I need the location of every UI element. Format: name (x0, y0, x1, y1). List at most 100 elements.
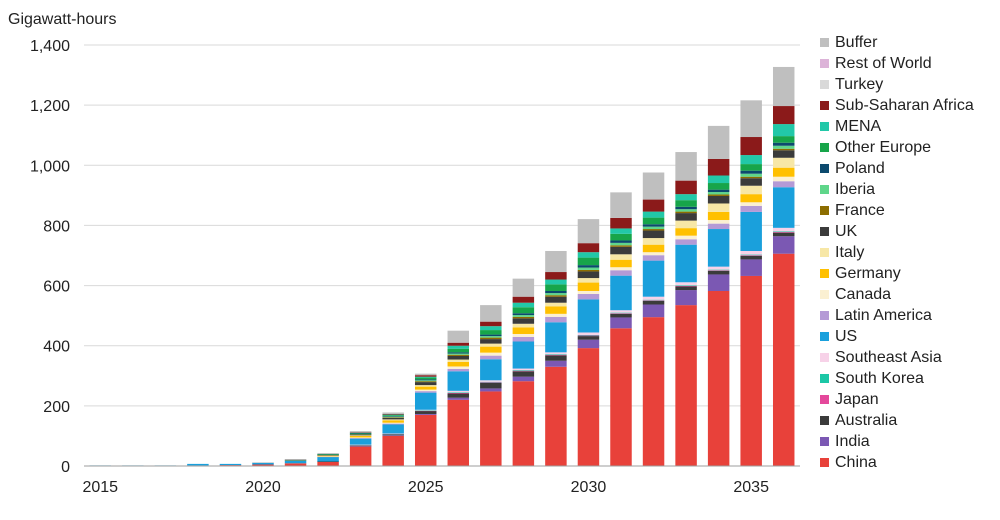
legend-swatch (820, 248, 829, 257)
bar-segment-other-europe (512, 307, 535, 314)
legend-swatch (820, 290, 829, 299)
bar-segment-iberia (740, 173, 762, 177)
y-axis-label: Gigawatt-hours (8, 11, 117, 28)
bar-segment-china (577, 348, 600, 466)
bar-segment-southeast-asia (675, 282, 697, 286)
bar-segment-india (545, 360, 567, 367)
bar-segment-south-korea (675, 285, 697, 286)
bar-segment-italy (447, 359, 470, 362)
legend-item: China (820, 452, 998, 473)
bar-segment-france (382, 417, 404, 418)
legend-label: Buffer (835, 33, 878, 51)
bar-segment-other-europe (480, 330, 502, 335)
bar-segment-canada (675, 235, 697, 240)
bar-segment-south-korea (512, 370, 535, 371)
bar-segment-germany (480, 346, 502, 353)
bar-segment-uk (414, 382, 437, 386)
bar-segment-other-europe (610, 233, 632, 241)
bar-segment-iberia (610, 242, 632, 246)
legend-item: Southeast Asia (820, 347, 998, 368)
bar-segment-mena (349, 432, 372, 434)
legend-item: Latin America (820, 305, 998, 326)
bar-segment-buffer (512, 278, 535, 297)
bar-segment-south-korea (740, 254, 762, 256)
bar-segment-france (349, 434, 372, 435)
bar-segment-china (447, 399, 470, 466)
bar-segment-germany (447, 361, 470, 367)
legend-label: US (835, 327, 858, 345)
bar-segment-china (414, 414, 437, 466)
bar-segment-sub-saharan-africa (545, 272, 567, 280)
legend-swatch (820, 101, 829, 110)
bar-segment-other-europe (545, 284, 567, 291)
bar-segment-germany (317, 455, 339, 457)
legend-swatch (820, 269, 829, 278)
bar-segment-us (772, 187, 795, 228)
bar-segment-poland (382, 416, 404, 417)
bar-segment-south-korea (610, 312, 632, 314)
bar-segment-japan (707, 270, 730, 271)
bar-segment-uk (545, 296, 567, 303)
bar-segment-poland (349, 433, 372, 435)
bar-segment-buffer (740, 100, 762, 138)
legend-item: India (820, 431, 998, 452)
bar-segment-japan (382, 434, 404, 435)
bar-segment-buffer (772, 66, 795, 107)
legend-swatch (820, 59, 829, 68)
bar-segment-france (317, 454, 339, 456)
bar-segment-us (740, 211, 762, 251)
bar-segment-india (414, 413, 437, 415)
bar-segment-canada (447, 366, 470, 369)
bar-segment-canada (642, 252, 665, 256)
bar-segment-india (772, 236, 795, 254)
bar-segment-canada (577, 290, 600, 294)
bar-segment-poland (545, 290, 567, 294)
legend-label: Japan (835, 390, 879, 408)
bar-segment-italy (772, 157, 795, 168)
legend-label: Latin America (835, 306, 932, 324)
bar-segment-france (772, 148, 795, 151)
bar-segment-germany (284, 459, 307, 461)
bar-segment-southeast-asia (610, 310, 632, 313)
bar-segment-china (675, 305, 697, 466)
bar-segment-other-europe (317, 453, 339, 455)
bar-segment-uk (480, 339, 502, 344)
bar-segment-australia (740, 255, 762, 260)
legend-item: Canada (820, 284, 998, 305)
bar-segment-iberia (317, 454, 339, 456)
y-tick-labels: 0 200 400 600 800 1,000 1,200 1,400 (30, 38, 70, 476)
bar-segment-iberia (772, 145, 795, 149)
bar-segment-mena (447, 345, 470, 349)
legend-swatch (820, 437, 829, 446)
bar-segment-us (317, 456, 339, 462)
bar-segment-italy (577, 278, 600, 283)
bar-segment-uk (447, 355, 470, 360)
bar-segment-southeast-asia (382, 433, 404, 435)
x-tick-label: 2020 (245, 479, 281, 496)
bar-segment-italy (382, 419, 404, 421)
bar-segment-latin-america (642, 255, 665, 261)
bar-segment-southeast-asia (740, 250, 762, 255)
bar-segment-latin-america (772, 181, 795, 188)
bar-segment-iberia (382, 416, 404, 418)
bar-segment-germany (610, 259, 632, 268)
bar-segment-japan (414, 410, 437, 412)
bar-segment-sub-saharan-africa (382, 413, 404, 415)
bar-segment-japan (610, 313, 632, 314)
bar-segment-australia (414, 410, 437, 414)
legend-label: Other Europe (835, 138, 932, 156)
bar-segment-southeast-asia (414, 409, 437, 411)
bar-segment-canada (512, 333, 535, 337)
bar-segment-mena (414, 376, 437, 378)
bar-segment-india (610, 317, 632, 329)
bar-segment-mena (642, 211, 665, 218)
bar-segment-latin-america (414, 391, 437, 393)
legend-label: Iberia (835, 180, 876, 198)
bar-segment-australia (317, 461, 339, 462)
bar-segment-china (772, 253, 795, 466)
legend-label: UK (835, 222, 858, 240)
legend-item: Poland (820, 158, 998, 179)
bar-segment-china (740, 275, 762, 466)
bar-segment-india (382, 435, 404, 436)
bar-segment-france (610, 245, 632, 247)
